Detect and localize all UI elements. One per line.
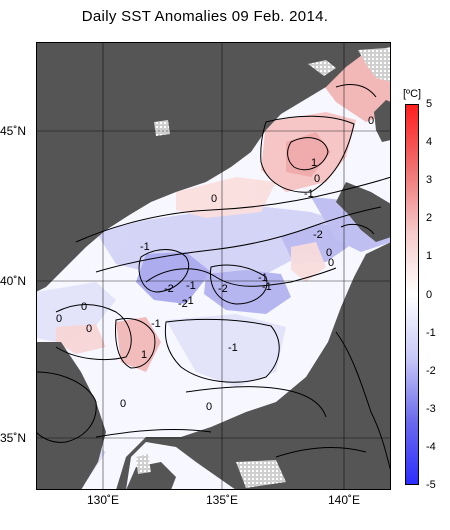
lat-label-40: 40˚N: [0, 274, 27, 288]
contour-label: 0: [368, 115, 374, 127]
contour-label: 0: [326, 247, 332, 259]
colorbar-tick-label: -2: [426, 364, 436, 377]
honshu: [116, 242, 391, 490]
colorbar-tick-label: -5: [426, 479, 436, 491]
contour-label: -2: [313, 229, 323, 241]
contour-label: -2: [164, 283, 174, 295]
contour-label: -1: [140, 241, 150, 253]
contour-label: 0: [120, 398, 126, 410]
land-masses: [36, 42, 391, 490]
contour-label: -1: [186, 280, 196, 292]
contour-label: -1: [262, 281, 272, 293]
graticule: [36, 42, 391, 490]
contour-label: 0: [206, 401, 212, 413]
chart-title: Daily SST Anomalies 09 Feb. 2014.: [81, 8, 329, 25]
contour-label: 0: [328, 257, 334, 269]
colorbar-tick-label: -1: [426, 326, 436, 339]
colorbar-tick-label: 3: [426, 174, 433, 187]
contour-label: 0: [56, 313, 62, 325]
lon-label-130: 130˚E: [86, 493, 120, 507]
positive-anomaly-areas: [56, 52, 391, 372]
contour-label: -1: [151, 318, 161, 330]
contour-lines: [36, 84, 391, 473]
asian-continent: [36, 42, 391, 292]
colorbar-unit: [ºC]: [403, 88, 422, 100]
korean-peninsula: [36, 342, 106, 490]
contour-label: 0: [81, 301, 87, 313]
colorbar-tick-label: 4: [426, 136, 433, 149]
missing-data-areas: [136, 48, 391, 488]
contour-label: -1: [304, 188, 314, 200]
contour-label: -1: [184, 295, 194, 307]
colorbar-tick-label: 5: [426, 98, 433, 110]
lon-label-140: 140˚E: [327, 493, 361, 507]
colorbar-tick-label: 2: [426, 212, 433, 225]
contour-label: -2: [218, 283, 228, 295]
lat-label-45: 45˚N: [0, 124, 27, 138]
contour-label: 0: [86, 323, 92, 335]
contour-label: 0: [211, 193, 217, 205]
contour-label: 1: [311, 157, 317, 169]
colorbar-tick-label: -4: [426, 440, 436, 453]
sakhalin-island: [374, 100, 391, 142]
hokkaido: [336, 182, 391, 242]
colorbar: [405, 104, 419, 485]
sst-anomaly-map: 0 1 -1 0 0 -1 -2 0 -1 -1 -2 -1 -2 -2 0 0…: [36, 42, 391, 490]
contour-label: 0: [314, 173, 320, 185]
colorbar-tick-label: 1: [426, 250, 433, 263]
contour-label: -2: [178, 298, 188, 310]
contour-label: -1: [228, 342, 238, 354]
contour-label: -1: [258, 272, 268, 284]
colorbar-tick-label: 0: [426, 288, 433, 301]
lat-label-35: 35˚N: [0, 431, 27, 445]
contour-value-labels: 0 1 -1 0 0 -1 -2 0 -1 -1 -2 -1 -2 -2 0 0…: [56, 115, 374, 413]
lon-label-135: 135˚E: [205, 493, 239, 507]
colorbar-tick-label: -3: [426, 402, 436, 415]
contour-label: 1: [141, 349, 147, 361]
